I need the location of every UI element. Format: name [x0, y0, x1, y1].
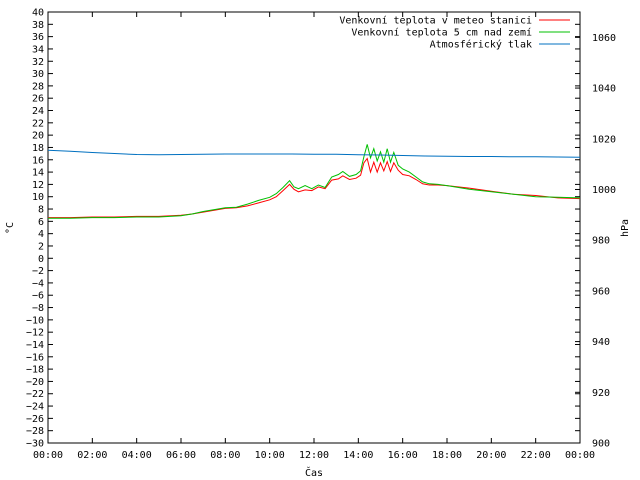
y-tick-label: −12: [26, 328, 44, 339]
legend: Venkovní teplota v meteo staniciVenkovní…: [339, 15, 570, 51]
y-tick-label: 24: [32, 106, 44, 117]
y-tick-label: −2: [32, 266, 44, 277]
series-line-2: [47, 149, 581, 158]
y2-tick-label: 920: [592, 388, 610, 399]
y-tick-label: −28: [26, 426, 44, 437]
x-tick-label: 02:00: [77, 450, 107, 461]
y-tick-label: 22: [32, 118, 44, 129]
y-tick-label: −10: [26, 315, 44, 326]
y-tick-label: 38: [32, 20, 44, 31]
series-line-0: [48, 157, 581, 219]
y2-tick-label: 1000: [592, 185, 616, 196]
y-tick-label: 32: [32, 57, 44, 68]
x-tick-label: 04:00: [122, 450, 152, 461]
y-tick-label: −22: [26, 389, 44, 400]
x-tick-label: 00:00: [565, 450, 595, 461]
x-tick-label: 20:00: [476, 450, 506, 461]
x-tick-label: 08:00: [210, 450, 240, 461]
y2-tick-label: 900: [592, 439, 610, 450]
x-tick-label: 14:00: [343, 450, 373, 461]
y-tick-label: −24: [26, 402, 44, 413]
y-tick-label: −4: [32, 278, 44, 289]
series-line-1: [48, 144, 581, 219]
y-tick-label: 16: [32, 155, 44, 166]
y-tick-label: −20: [26, 377, 44, 388]
y-tick-label: 4: [38, 229, 44, 240]
y-tick-label: −14: [26, 340, 44, 351]
x-axis: 00:00 02:00 04:00 06:00 08:00 10:00 12:00 14:00…: [33, 12, 595, 461]
y-tick-label: 2: [38, 241, 44, 252]
y-tick-label: 0: [38, 254, 44, 265]
y-tick-label: 28: [32, 81, 44, 92]
x-tick-label: 18:00: [432, 450, 462, 461]
y-tick-label: −8: [32, 303, 44, 314]
y2-tick-label: 980: [592, 236, 610, 247]
x-axis-label: Čas: [305, 466, 323, 479]
right-axis: 900 920 940 960 980 1000 1020 1040 1060: [575, 33, 616, 450]
y-tick-label: −16: [26, 352, 44, 363]
series-lines: [47, 144, 581, 219]
y-tick-label: 12: [32, 180, 44, 191]
y-tick-label: 40: [32, 8, 44, 19]
y-tick-label: 30: [32, 69, 44, 80]
y-tick-label: 10: [32, 192, 44, 203]
y-tick-label: 14: [32, 168, 44, 179]
x-tick-label: 16:00: [388, 450, 418, 461]
y-tick-label: −6: [32, 291, 44, 302]
y2-axis-label: hPa: [620, 219, 631, 237]
x-tick-label: 10:00: [255, 450, 285, 461]
y-tick-label: 6: [38, 217, 44, 228]
x-tick-label: 12:00: [299, 450, 329, 461]
left-axis: −30−28−26−24−22−20−18−16−14−12−10−8−6−4−…: [26, 8, 580, 450]
y2-tick-label: 1040: [592, 84, 616, 95]
legend-label-2: Atmosférický tlak: [430, 39, 532, 51]
y-tick-label: −18: [26, 365, 44, 376]
y-tick-label: 26: [32, 94, 44, 105]
y-tick-label: 18: [32, 143, 44, 154]
x-tick-label: 00:00: [33, 450, 63, 461]
y2-tick-label: 940: [592, 337, 610, 348]
y2-tick-label: 1020: [592, 134, 616, 145]
y-tick-label: 34: [32, 44, 44, 55]
y-tick-label: 20: [32, 131, 44, 142]
legend-label-0: Venkovní teplota v meteo stanici: [339, 15, 532, 27]
x-tick-label: 22:00: [521, 450, 551, 461]
x-tick-label: 06:00: [166, 450, 196, 461]
y-tick-label: 36: [32, 32, 44, 43]
y2-tick-label: 1060: [592, 33, 616, 44]
plot-area: [47, 11, 581, 444]
y2-tick-label: 960: [592, 286, 610, 297]
y-tick-label: −30: [26, 439, 44, 450]
y-axis-label: °C: [5, 222, 16, 234]
y-tick-label: 8: [38, 205, 44, 216]
legend-label-1: Venkovní teplota 5 cm nad zemí: [351, 27, 532, 39]
y-tick-label: −26: [26, 414, 44, 425]
